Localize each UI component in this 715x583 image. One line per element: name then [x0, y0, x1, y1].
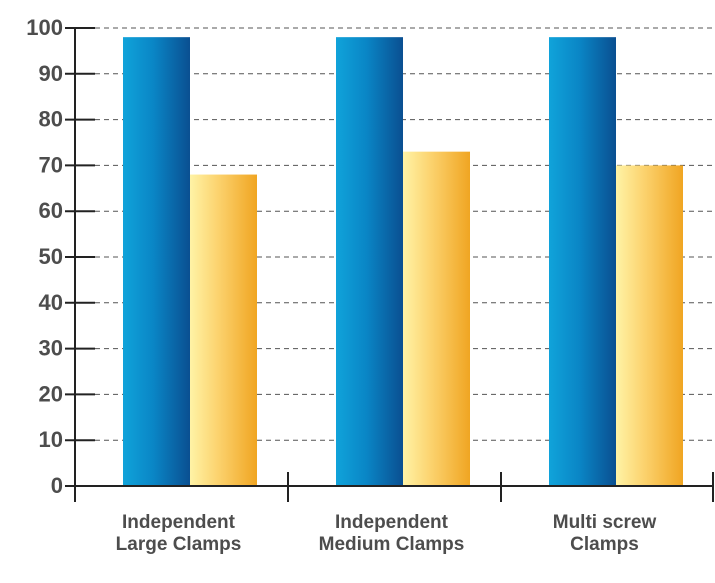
y-tick-label: 100: [26, 15, 63, 40]
y-tick-label: 60: [39, 198, 63, 223]
y-tick-label: 10: [39, 427, 63, 452]
y-tick-label: 20: [39, 381, 63, 406]
x-category-label: Independent Medium Clamps: [319, 512, 465, 555]
x-category-label: Independent Large Clamps: [116, 512, 242, 555]
y-tick-label: 0: [51, 473, 63, 498]
bar-series2-2: [403, 151, 470, 486]
x-category-label-line: Large Clamps: [116, 534, 242, 555]
x-category-label-line: Independent: [335, 512, 449, 533]
x-category-label-line: Clamps: [570, 534, 639, 555]
bar-series2-1: [190, 174, 257, 486]
bar-series1-3: [549, 37, 616, 486]
y-tick-label: 90: [39, 61, 63, 86]
x-category-label-line: Medium Clamps: [319, 534, 465, 555]
y-tick-label: 50: [39, 244, 63, 269]
x-category-label-line: Multi screw: [553, 512, 657, 533]
y-tick-label: 80: [39, 107, 63, 132]
bar-series1-1: [123, 37, 190, 486]
y-tick-label: 30: [39, 336, 63, 361]
x-category-label: Multi screw Clamps: [553, 512, 657, 555]
y-axis-ticks: 0 10 20 30 40 50 60 70 80 90 100: [26, 15, 95, 498]
y-tick-label: 70: [39, 152, 63, 177]
bar-series2-3: [616, 165, 683, 486]
x-category-label-line: Independent: [122, 512, 236, 533]
y-tick-label: 40: [39, 290, 63, 315]
bars: [123, 37, 683, 486]
bar-series1-2: [336, 37, 403, 486]
